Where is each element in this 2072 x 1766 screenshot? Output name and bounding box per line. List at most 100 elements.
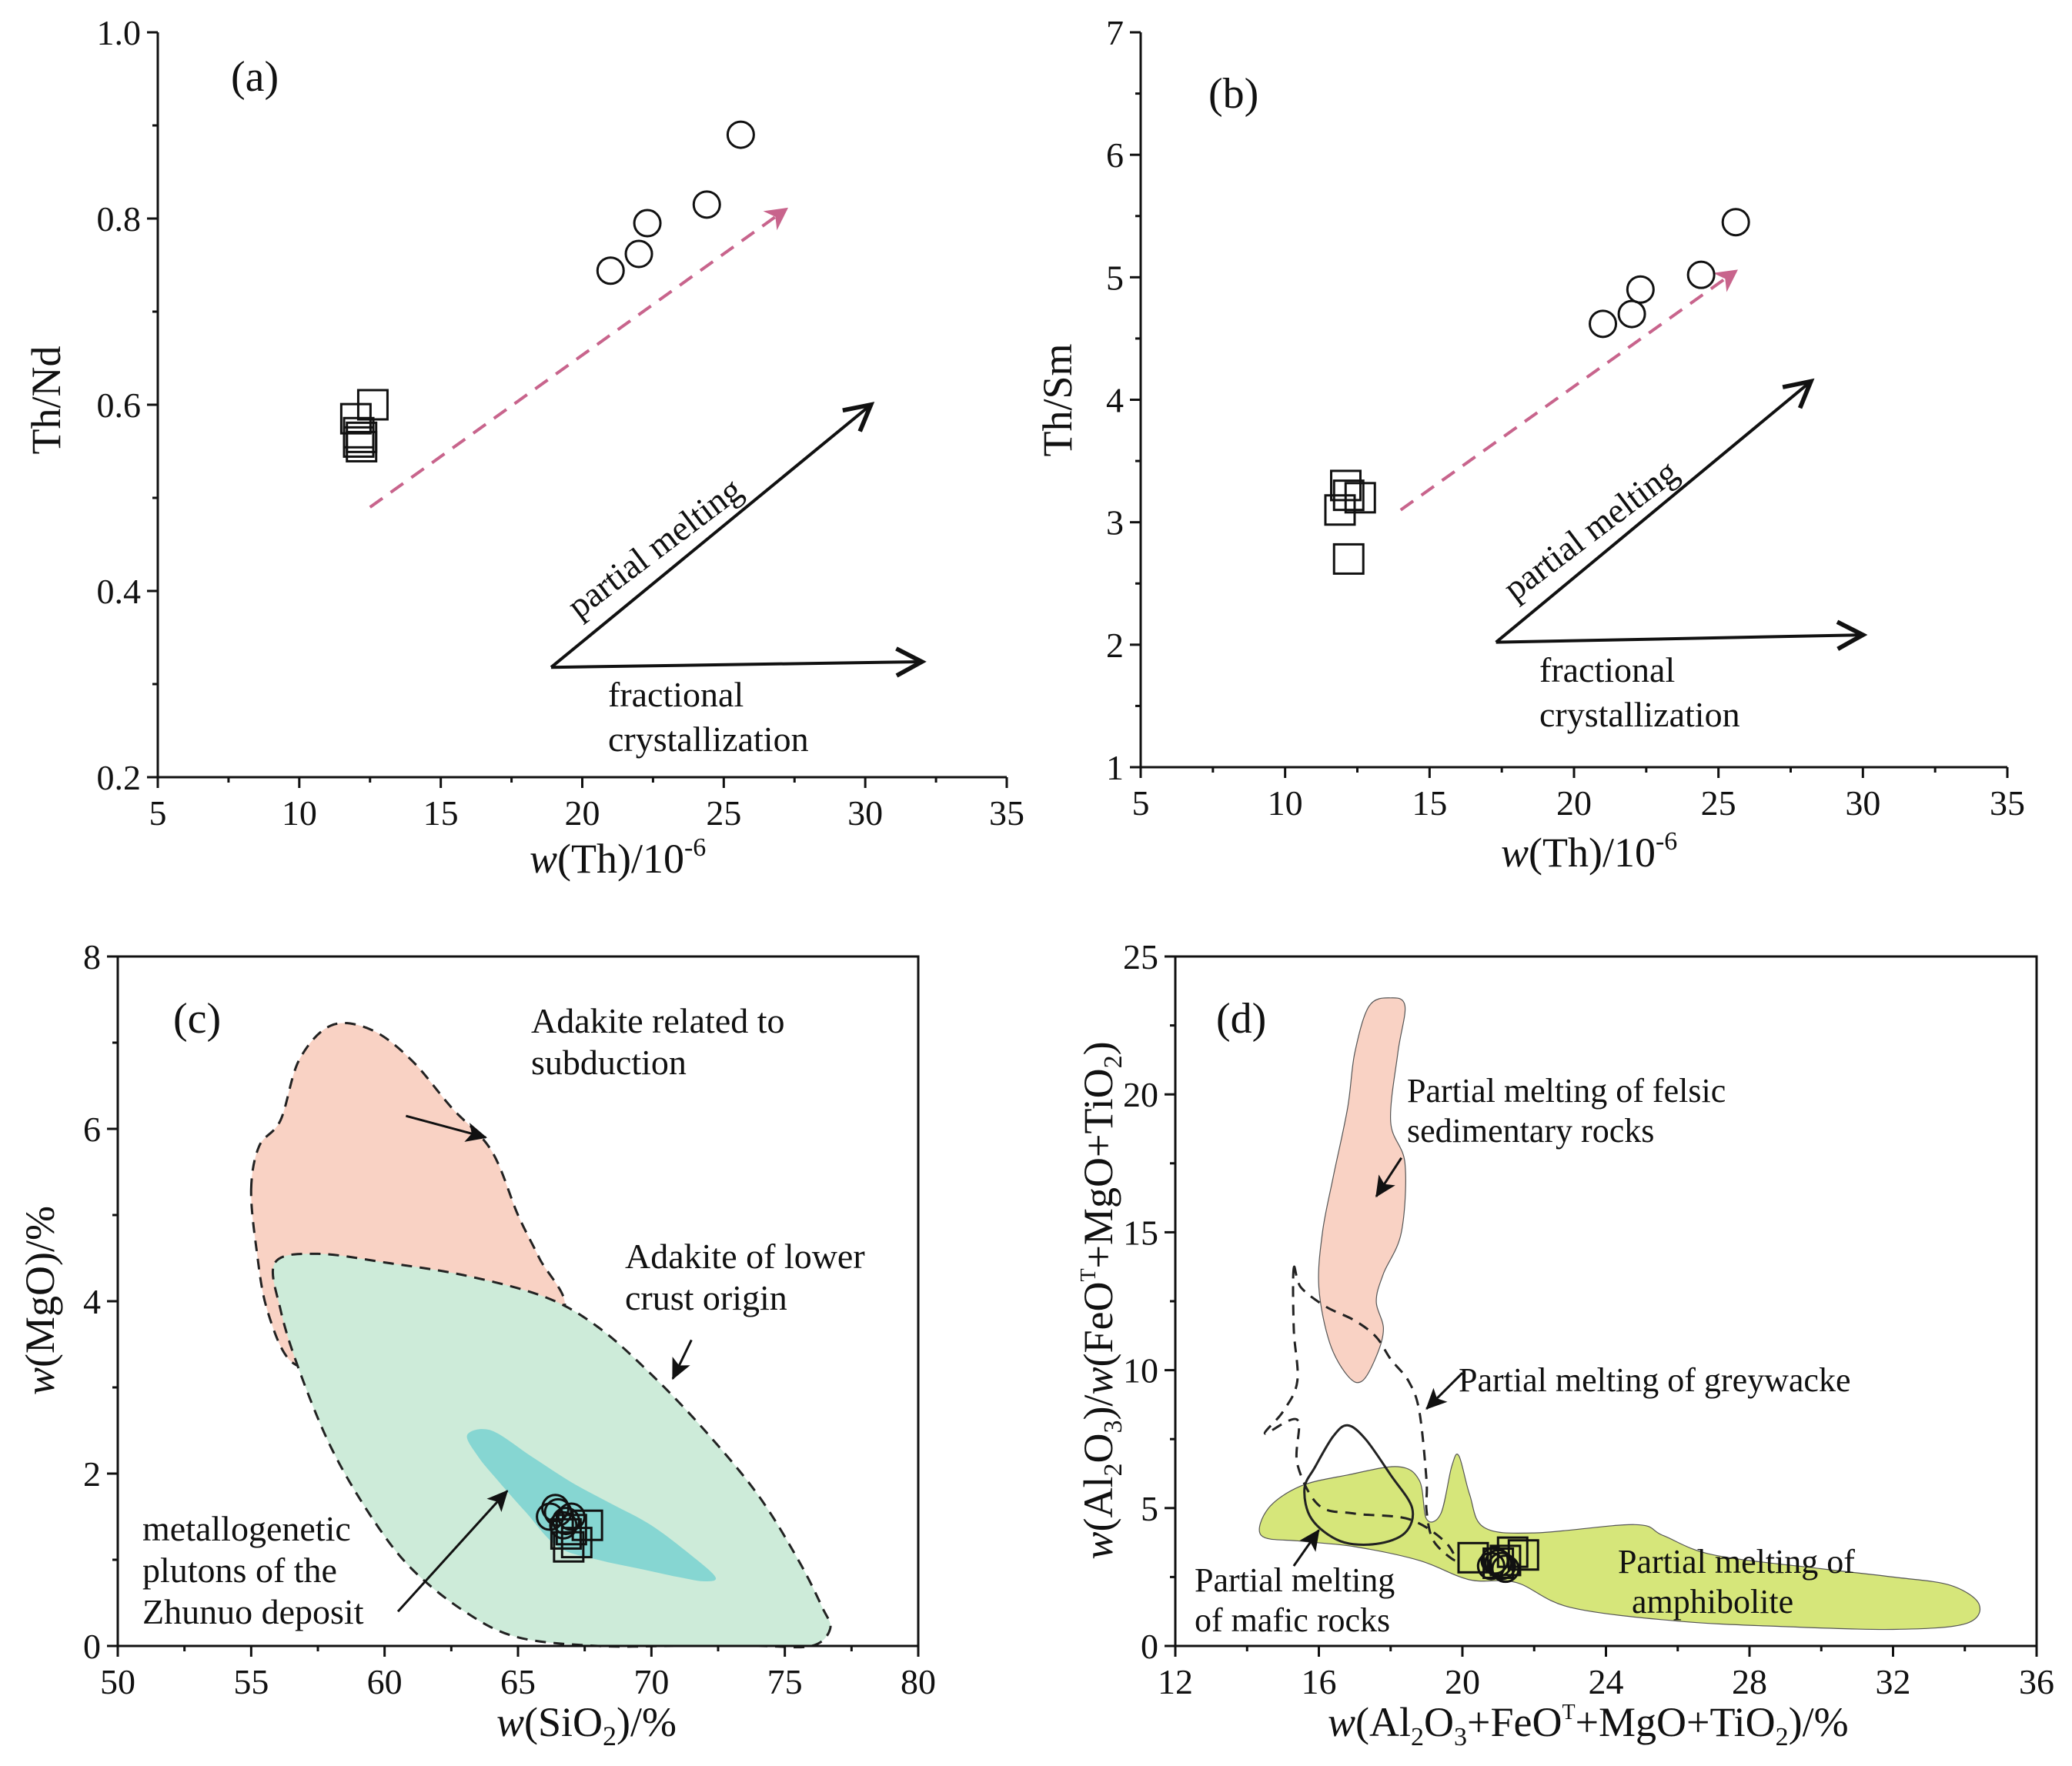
panel-d-x-tick-label: 20 xyxy=(1445,1662,1480,1701)
panel-a-fc-line2: crystallization xyxy=(608,719,809,759)
panel-a-y-tick-label: 0.6 xyxy=(97,386,142,425)
panel-b-circle-point xyxy=(1617,299,1646,329)
panel-b-x-axis-title: w(Th)/10-6 xyxy=(1501,827,1677,876)
panel-d-x-axis-title: w(Al2O3+FeOT+MgO+TiO2)/% xyxy=(1328,1699,1849,1751)
panel-d-x-tick-label: 36 xyxy=(2019,1662,2054,1701)
panel-a-x-tick-label: 15 xyxy=(423,793,459,833)
panel-d-annotation-arrow-2 xyxy=(1292,1529,1320,1567)
panel-d-square-point xyxy=(1489,1544,1522,1577)
panel-c-circle-point xyxy=(541,1494,570,1523)
panel-d-y-tick-label: 5 xyxy=(1141,1489,1158,1528)
panel-d-y-tick-label: 15 xyxy=(1123,1213,1158,1252)
panel-c-x-tick-label: 50 xyxy=(100,1662,135,1701)
panel-d-x-tick-label: 32 xyxy=(1876,1662,1911,1701)
panel-b-label: (b) xyxy=(1208,70,1258,118)
axis-labels: w(Th)/10-6 Th/Nd w(Th)/10-6 Th/Sm w(SiO2… xyxy=(17,343,1849,1751)
panel-d-annotation-arrow-0 xyxy=(1375,1157,1402,1198)
panel-b-fractional-crystallization-label: fractional crystallization xyxy=(1539,650,1740,734)
panel-a-x-tick-label: 20 xyxy=(565,793,600,833)
panel-c-x-tick-label: 80 xyxy=(901,1662,936,1701)
panel-c-x-tick-label: 70 xyxy=(633,1662,669,1701)
chart-panel-c: 50 55 60 65 70 75 80 0 2 4 6 8 xyxy=(83,937,936,1701)
panel-b-circle-point xyxy=(1626,275,1655,304)
panel-d-greywacke-label: Partial melting of greywacke xyxy=(1459,1361,1850,1399)
panel-a-circle-point xyxy=(596,256,625,285)
panel-d-y-tick-label: 25 xyxy=(1123,937,1158,976)
panel-c-y-tick-label: 6 xyxy=(83,1110,101,1149)
panel-b-fc-line2: crystallization xyxy=(1539,695,1740,734)
panel-b-y-tick-label: 2 xyxy=(1106,626,1124,665)
panel-d-square-point xyxy=(1457,1541,1489,1574)
panel-b-y-axis-title: Th/Sm xyxy=(1034,343,1081,456)
panel-c-annotation-arrow-1 xyxy=(671,1339,693,1380)
panel-a-x-tick-label: 10 xyxy=(282,793,317,833)
chart-panel-a: 5 10 15 20 25 30 35 0.2 0.4 0.6 0.8 1.0 xyxy=(97,13,1025,833)
panel-d-felsic-label: Partial melting of felsic sedimentary roc… xyxy=(1407,1072,1726,1150)
panel-d-curve-1 xyxy=(1303,1424,1415,1546)
panel-labels: (a) (b) (c) (d) xyxy=(173,53,1266,1043)
panel-a-circle-point xyxy=(624,239,653,269)
panel-c-y-axis-title: w(MgO)/% xyxy=(17,1206,63,1395)
panel-c-circle-point xyxy=(556,1502,586,1531)
panel-d-field-1 xyxy=(1258,1454,1981,1631)
panel-c-annotation-arrow-0 xyxy=(406,1114,487,1142)
panel-b-fc-line1: fractional xyxy=(1539,650,1675,689)
panel-d-mafic-label: Partial melting of mafic rocks xyxy=(1195,1561,1395,1639)
panel-c-x-tick-label: 65 xyxy=(500,1662,536,1701)
panel-d-x-tick-label: 24 xyxy=(1589,1662,1624,1701)
chart-panel-d: 12 16 20 24 28 32 36 0 5 10 15 20 25 xyxy=(1123,937,2054,1701)
panel-b-circle-point xyxy=(1686,260,1716,289)
panel-b-y-tick-label: 7 xyxy=(1106,13,1124,52)
panel-b-partial-melting-label: partial melting xyxy=(1496,452,1685,608)
panel-b-x-tick-label: 20 xyxy=(1556,783,1592,823)
panel-b-x-tick-label: 5 xyxy=(1132,783,1150,823)
panel-a-x-tick-label: 30 xyxy=(847,793,883,833)
panel-a-square-point xyxy=(343,426,375,458)
panel-b-square-point xyxy=(1332,542,1365,575)
panel-a-y-tick-label: 0.2 xyxy=(97,758,142,797)
panel-a-partial-melting-label: partial melting xyxy=(560,469,749,626)
panel-d-y-axis-title: w(Al2O3)/w(FeOT+MgO+TiO2) xyxy=(1075,1041,1128,1559)
panel-c-circle-point xyxy=(543,1497,573,1527)
panel-d-amphibolite-label: Partial melting of amphibolite xyxy=(1618,1543,1855,1621)
panel-c-y-tick-label: 4 xyxy=(83,1282,101,1321)
panel-a-circle-point xyxy=(726,120,755,149)
panel-b-process-arrow-0 xyxy=(1495,378,1815,644)
panel-c-y-tick-label: 2 xyxy=(83,1454,101,1494)
panel-b-y-tick-label: 4 xyxy=(1106,381,1124,420)
panel-c-square-point xyxy=(560,1527,593,1559)
panel-a-y-tick-label: 0.4 xyxy=(97,572,142,611)
panel-a-y-axis-title: Th/Nd xyxy=(23,346,69,455)
panel-b-x-tick-label: 15 xyxy=(1412,783,1447,823)
panel-c-square-point xyxy=(555,1514,587,1546)
panel-d-field-0 xyxy=(1318,997,1406,1384)
panel-d-square-point xyxy=(1496,1536,1529,1568)
panel-d-y-tick-label: 10 xyxy=(1123,1351,1158,1390)
panel-c-zhunuo-label: metallogenetic plutons of the Zhunuo depos… xyxy=(142,1509,364,1631)
panel-a-x-axis-title: w(Th)/10-6 xyxy=(530,833,706,882)
panel-c-label: (c) xyxy=(173,995,221,1043)
panel-a-trend-arrow xyxy=(369,207,788,509)
panel-b-circle-point xyxy=(1589,309,1618,339)
panel-d-square-point xyxy=(1507,1539,1539,1571)
panel-c-y-tick-label: 8 xyxy=(83,937,101,976)
panel-c-field-1 xyxy=(272,1252,832,1649)
panel-a-x-tick-label: 5 xyxy=(149,793,167,833)
panel-b-y-tick-label: 6 xyxy=(1106,135,1124,175)
panel-b-process-arrow-1 xyxy=(1496,619,1868,651)
panel-a-y-tick-label: 0.8 xyxy=(97,199,142,239)
panel-c-square-point xyxy=(571,1509,603,1541)
panel-b-x-tick-label: 25 xyxy=(1701,783,1736,823)
panel-c-x-tick-label: 55 xyxy=(233,1662,269,1701)
panel-a-circle-point xyxy=(633,209,662,238)
panel-b-x-tick-label: 30 xyxy=(1845,783,1880,823)
panel-c-y-tick-label: 0 xyxy=(83,1627,101,1666)
panel-d-y-tick-label: 0 xyxy=(1141,1627,1158,1666)
panel-c-square-point xyxy=(550,1517,582,1550)
panel-a-fc-line1: fractional xyxy=(608,675,744,714)
panel-b-x-tick-label: 35 xyxy=(1990,783,2025,823)
panel-c-x-tick-label: 75 xyxy=(767,1662,803,1701)
panel-d-curve-0 xyxy=(1263,1265,1457,1562)
panel-c-field-2 xyxy=(466,1429,717,1581)
